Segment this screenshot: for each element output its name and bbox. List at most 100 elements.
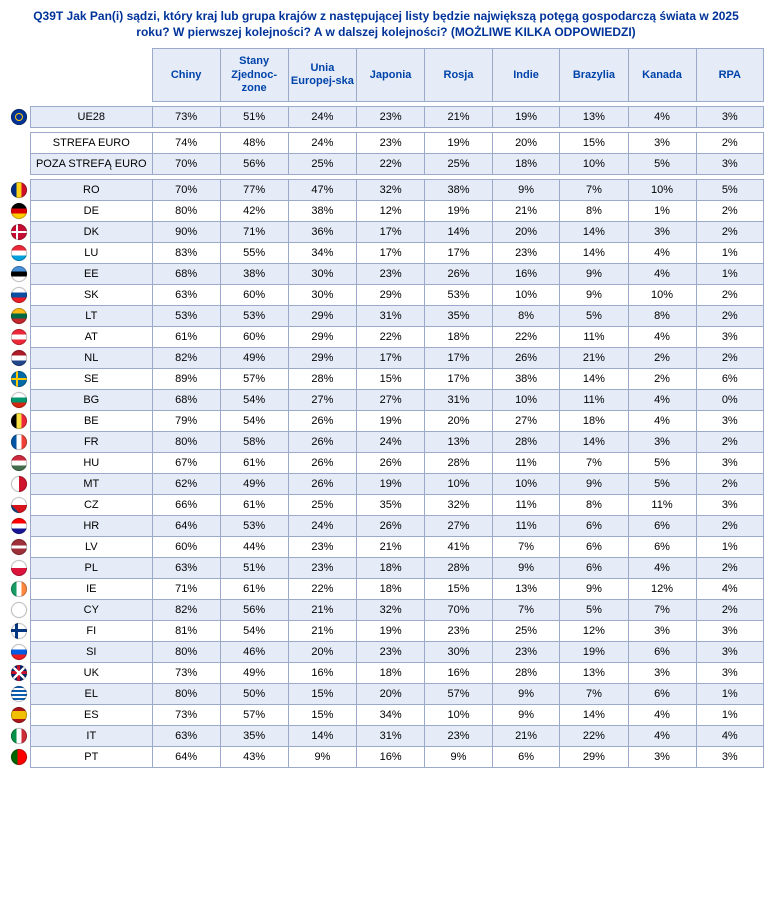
data-cell: 70% [425,599,493,620]
col-5: Indie [492,49,560,102]
data-cell: 29% [560,746,628,767]
flag-cell [8,305,30,326]
flag-cell [8,326,30,347]
row-label: FR [30,431,152,452]
data-cell: 23% [357,641,425,662]
data-cell: 57% [220,368,288,389]
table-row: BE79%54%26%19%20%27%18%4%3% [8,410,764,431]
data-cell: 83% [152,242,220,263]
data-cell: 13% [425,431,493,452]
row-label: RO [30,179,152,200]
data-cell: 16% [492,263,560,284]
data-cell: 23% [492,641,560,662]
data-cell: 53% [220,515,288,536]
flag-cell [8,599,30,620]
data-cell: 61% [220,578,288,599]
data-cell: 1% [696,536,763,557]
data-cell: 25% [425,153,493,174]
flag-cell [8,641,30,662]
data-cell: 2% [696,284,763,305]
hr-flag-icon [11,518,27,534]
data-cell: 11% [492,494,560,515]
data-cell: 21% [560,347,628,368]
data-cell: 29% [288,305,356,326]
fr-flag-icon [11,434,27,450]
data-cell: 14% [288,725,356,746]
data-cell: 8% [492,305,560,326]
data-cell: 1% [628,200,696,221]
data-cell: 70% [152,153,220,174]
pl-flag-icon [11,560,27,576]
row-label: AT [30,326,152,347]
data-cell: 18% [560,410,628,431]
data-cell: 66% [152,494,220,515]
data-cell: 21% [492,725,560,746]
data-cell: 4% [628,725,696,746]
flag-cell [8,683,30,704]
table-row: LV60%44%23%21%41%7%6%6%1% [8,536,764,557]
pt-flag-icon [11,749,27,765]
data-cell: 3% [696,452,763,473]
sk-flag-icon [11,287,27,303]
data-cell: 6% [560,515,628,536]
uk-flag-icon [11,665,27,681]
data-cell: 61% [152,326,220,347]
data-cell: 10% [425,473,493,494]
data-cell: 32% [357,599,425,620]
table-row: RO70%77%47%32%38%9%7%10%5% [8,179,764,200]
flag-cell [8,179,30,200]
data-cell: 77% [220,179,288,200]
data-cell: 44% [220,536,288,557]
data-cell: 81% [152,620,220,641]
data-cell: 3% [628,662,696,683]
table-row: CZ66%61%25%35%32%11%8%11%3% [8,494,764,515]
flag-cell [8,389,30,410]
data-cell: 9% [560,578,628,599]
row-label: IE [30,578,152,599]
data-cell: 4% [628,106,696,127]
data-cell: 19% [492,106,560,127]
flag-cell [8,557,30,578]
data-cell: 10% [628,179,696,200]
data-cell: 22% [492,326,560,347]
es-flag-icon [11,707,27,723]
data-cell: 4% [628,557,696,578]
data-cell: 47% [288,179,356,200]
data-cell: 1% [696,683,763,704]
flag-cell [8,431,30,452]
table-row: MT62%49%26%19%10%10%9%5%2% [8,473,764,494]
data-cell: 20% [357,683,425,704]
row-label: HU [30,452,152,473]
data-cell: 3% [628,132,696,153]
data-cell: 56% [220,599,288,620]
data-cell: 73% [152,106,220,127]
data-cell: 35% [220,725,288,746]
be-flag-icon [11,413,27,429]
col-0: Chiny [152,49,220,102]
data-cell: 11% [560,326,628,347]
data-cell: 9% [492,683,560,704]
data-cell: 11% [628,494,696,515]
data-cell: 24% [288,106,356,127]
row-label: STREFA EURO [30,132,152,153]
flag-cell [8,200,30,221]
data-cell: 71% [152,578,220,599]
data-cell: 1% [696,242,763,263]
data-cell: 4% [696,725,763,746]
data-cell: 20% [492,221,560,242]
flag-cell [8,284,30,305]
data-cell: 20% [288,641,356,662]
data-cell: 31% [357,305,425,326]
data-cell: 21% [288,620,356,641]
data-cell: 34% [288,242,356,263]
data-cell: 4% [628,410,696,431]
se-flag-icon [11,371,27,387]
data-cell: 10% [492,284,560,305]
data-cell: 57% [425,683,493,704]
data-cell: 24% [357,431,425,452]
col-7: Kanada [628,49,696,102]
data-cell: 3% [696,153,763,174]
data-cell: 2% [696,473,763,494]
row-label: FI [30,620,152,641]
data-cell: 0% [696,389,763,410]
